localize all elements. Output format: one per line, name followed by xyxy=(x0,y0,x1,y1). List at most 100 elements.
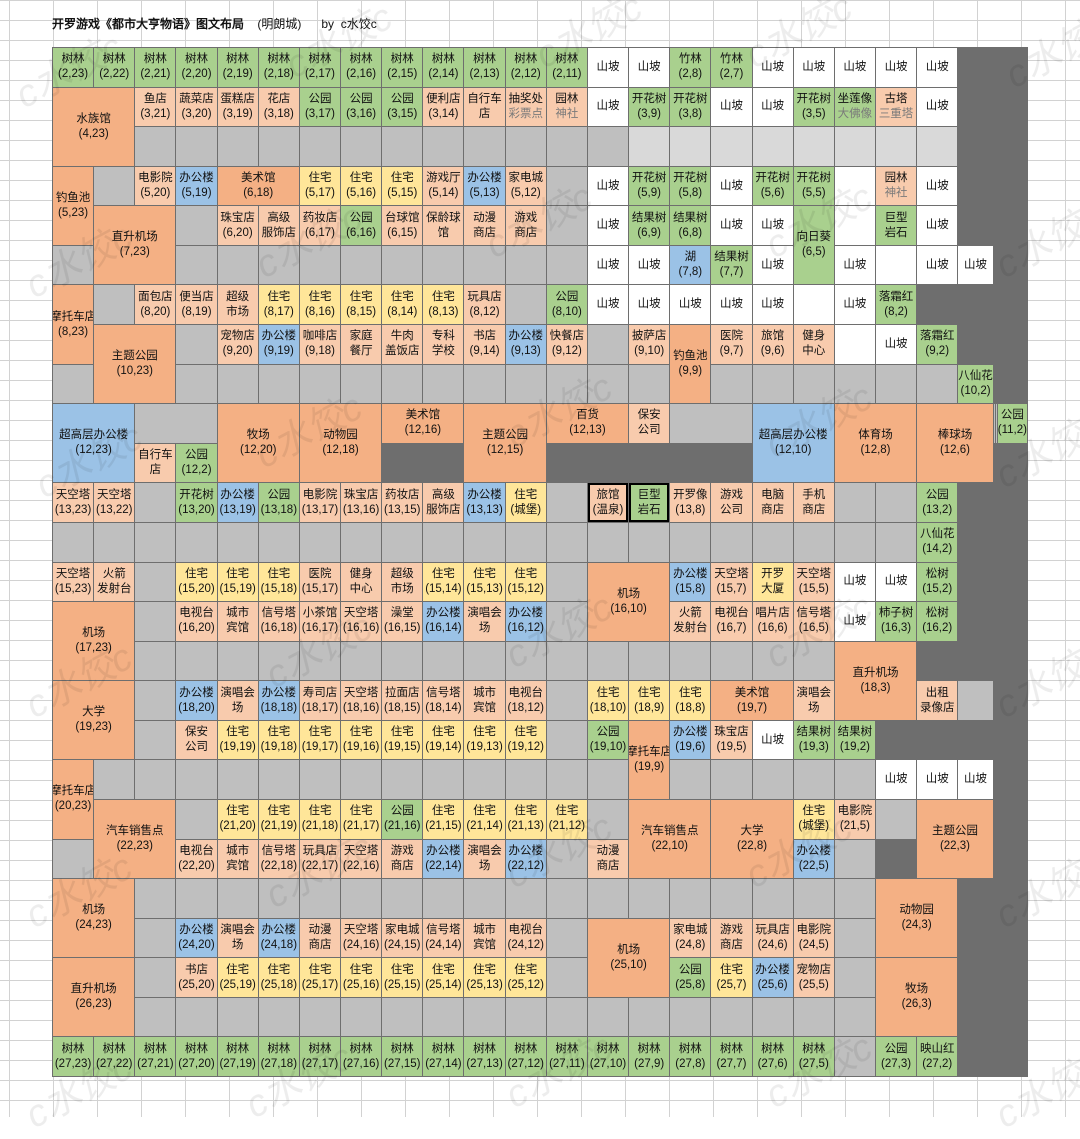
map-tile: 机场 (16,10) xyxy=(587,562,670,641)
map-tile: 小茶馆 (16,17) xyxy=(299,602,341,641)
empty-tile xyxy=(423,522,464,562)
tile-text: 住宅 xyxy=(390,290,414,303)
tile-text: (5,9) xyxy=(637,187,661,199)
tile-text: 演唱会 xyxy=(467,607,502,620)
map-tile: 游戏 商店 xyxy=(505,206,546,245)
map-tile: 信号塔 (18,14) xyxy=(423,681,464,720)
empty-tile xyxy=(135,641,176,681)
tile-text: (9,12) xyxy=(551,345,582,358)
map-tile: 天空塔 (16,16) xyxy=(341,602,382,641)
tile-text: 健身 xyxy=(349,567,373,580)
tile-text: 商店 xyxy=(596,859,620,872)
map-tile: 办公楼 (18,20) xyxy=(176,681,217,720)
map-tile: 住宅 (25,17) xyxy=(299,958,341,997)
tile-text: (25,10) xyxy=(610,958,647,971)
tile-text: 信号塔 xyxy=(261,844,297,857)
map-tile: 电视台 (24,12) xyxy=(505,918,546,958)
tile-text: (27,20) xyxy=(178,1057,215,1070)
tile-text: 住宅 xyxy=(349,726,373,739)
empty-tile xyxy=(217,127,258,166)
tile-text: 天空塔 xyxy=(796,567,832,580)
tile-text: 湖 xyxy=(684,251,697,264)
map-tile: 演唱会场 xyxy=(217,918,258,958)
tile-text: (21,20) xyxy=(219,820,256,833)
map-tile: 树林 (27,11) xyxy=(546,1037,587,1076)
map-tile: 山坡 xyxy=(587,48,629,87)
map-tile: 花店 (3,18) xyxy=(258,87,299,127)
tile-text: (19,6) xyxy=(675,741,706,754)
tile-text: 住宅 xyxy=(349,805,373,818)
tile-text: (3,16) xyxy=(346,107,377,120)
empty-tile xyxy=(629,997,670,1037)
tile-text: 山坡 xyxy=(761,733,785,746)
tile-text: 竹林 xyxy=(678,53,702,66)
tile-text: 美术馆 xyxy=(734,686,770,699)
map-tile: 办公楼 (13,13) xyxy=(464,483,505,522)
empty-tile xyxy=(834,879,875,918)
title-author: by c水饺c xyxy=(321,17,377,31)
map-tile: 树林 (27,15) xyxy=(382,1037,423,1076)
map-tile: 柿子树 (16,3) xyxy=(875,602,917,641)
tile-text: 柿子树 xyxy=(878,607,914,620)
map-tile: 公园 (3,16) xyxy=(341,87,382,127)
tile-text: (13,2) xyxy=(922,503,953,516)
tile-text: 山坡 xyxy=(596,60,620,73)
tile-text: 电影院 xyxy=(837,805,873,818)
tile-text: (13,19) xyxy=(219,503,256,516)
map-tile: 出租 录像店 xyxy=(917,681,958,720)
map-tile: 信号塔 (16,18) xyxy=(258,602,299,641)
map-tile: 火箭 发射台 xyxy=(94,562,135,602)
tile-text: 直升机场 xyxy=(70,983,117,996)
map-tile: 牧场 (26,3) xyxy=(875,958,958,1037)
map-tile: 山坡 xyxy=(711,166,752,206)
tile-text: 直升机场 xyxy=(852,666,899,679)
empty-tile xyxy=(341,760,382,799)
map-tile: 住宅 (19,16) xyxy=(341,720,382,760)
tile-text: 山坡 xyxy=(925,60,949,73)
tile-text: 办公楼 xyxy=(261,330,297,343)
tile-text: 电视台 xyxy=(714,607,749,620)
empty-tile xyxy=(793,127,834,166)
tile-text: 公园 xyxy=(185,449,209,462)
map-tile: 蛋糕店 (3,19) xyxy=(217,87,258,127)
tile-text: 信号塔 xyxy=(261,607,297,620)
map-tile: 公园 (19,10) xyxy=(587,720,629,760)
tile-text: (3,17) xyxy=(304,107,335,120)
tile-text: (16,20) xyxy=(178,622,215,635)
tile-text: (12,6) xyxy=(939,444,970,457)
tile-text: 树林 xyxy=(473,53,497,66)
tile-text: 宾馆 xyxy=(473,938,497,951)
empty-tile xyxy=(834,522,875,562)
tile-text: 天空塔 xyxy=(96,488,132,501)
map-tile: 开花树 (13,20) xyxy=(176,483,217,522)
tile-text: (9,6) xyxy=(760,345,785,358)
tile-text: 药妆店 xyxy=(302,211,338,224)
tile-text: 超级 xyxy=(226,290,250,303)
empty-tile xyxy=(670,641,711,681)
tile-text: (18,9) xyxy=(634,701,665,714)
map-tile: 大学 (19,23) xyxy=(53,681,135,760)
map-tile: 山坡 xyxy=(917,206,958,245)
tile-text: (6,15) xyxy=(387,226,418,239)
tile-text: 超高层办公楼 xyxy=(758,429,828,442)
tile-text: 台球馆 xyxy=(385,211,420,224)
tile-text: (27,23) xyxy=(54,1057,92,1070)
map-tile: 古塔 三重塔 xyxy=(875,87,917,127)
tile-text: 宾馆 xyxy=(473,701,497,714)
empty-tile xyxy=(875,799,917,839)
map-tile: 摩托车店 (8,23) xyxy=(53,285,94,364)
tile-text: 演唱会 xyxy=(467,844,502,857)
map-tile: 百货 (12,13) xyxy=(546,404,629,443)
map-tile: 开花树 (3,9) xyxy=(629,87,670,127)
empty-tile xyxy=(546,522,587,562)
empty-tile xyxy=(834,1037,875,1076)
tile-text: 树林 xyxy=(514,1042,538,1055)
tile-text: (27,22) xyxy=(96,1057,133,1070)
map-tile: 树林 (27,9) xyxy=(629,1037,670,1076)
map-tile: 住宅 (21,13) xyxy=(505,799,546,839)
map-tile: 住宅 (21,14) xyxy=(464,799,505,839)
tile-text: (16,12) xyxy=(507,622,544,635)
map-tile: 天空塔 (15,5) xyxy=(793,562,834,602)
tile-text: (27,13) xyxy=(466,1057,503,1070)
tile-text: 直升机场 xyxy=(111,231,158,244)
